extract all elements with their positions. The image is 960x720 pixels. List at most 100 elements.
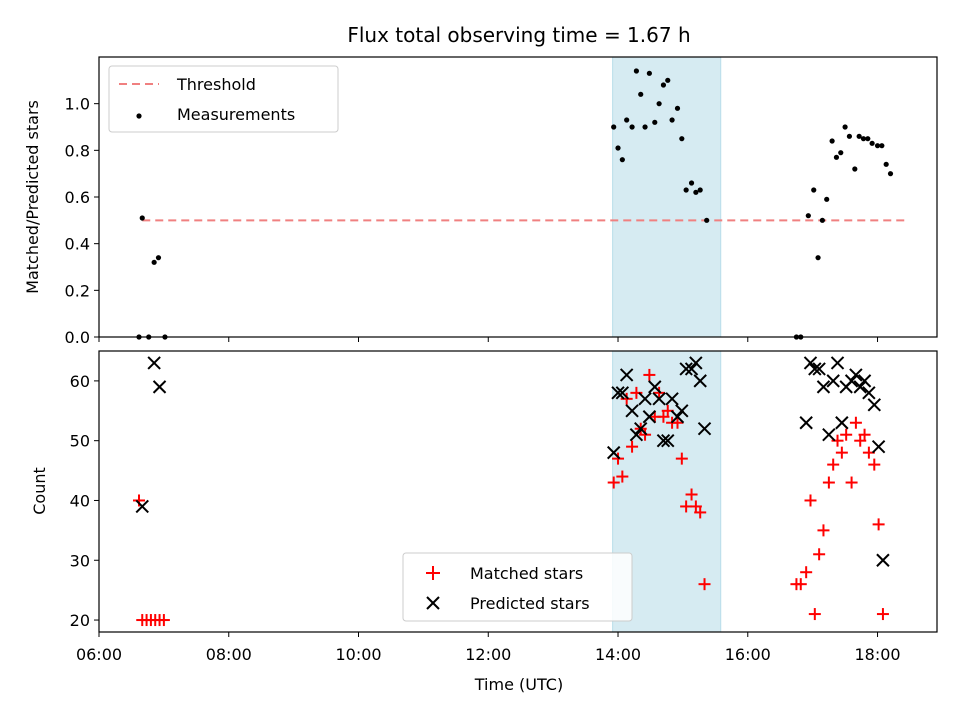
bottom-y-tick-label: 50	[70, 432, 90, 451]
predicted-star-point	[152, 380, 167, 394]
measurement-point	[883, 161, 889, 167]
x-tick-label: 14:00	[595, 645, 641, 664]
measurement-point	[624, 117, 630, 123]
bottom-x-ticks: 06:00 08:00 10:00 12:00 14:00 16:00 18:00	[76, 632, 901, 664]
predicted-star-point	[812, 362, 826, 376]
measurement-point	[879, 143, 885, 149]
measurement-point	[660, 82, 667, 88]
predicted-star-point	[867, 398, 881, 412]
top-legend-box	[108, 65, 339, 133]
predicted-star-point	[606, 445, 621, 460]
predicted-star-point	[822, 427, 836, 442]
x-tick-label: 06:00	[76, 645, 122, 664]
bottom-y-tick-label: 60	[70, 372, 90, 391]
legend-matched-swatch	[426, 566, 440, 580]
measurement-point	[842, 124, 848, 130]
predicted-star-point	[147, 356, 161, 370]
top-legend: Threshold Measurements	[108, 65, 339, 133]
measurement-point	[824, 196, 830, 202]
top-plot-frame	[98, 56, 938, 338]
bottom-legend-box	[402, 552, 633, 622]
bottom-y-tick-label: 30	[70, 551, 90, 570]
legend-predicted-swatch	[426, 596, 440, 610]
predicted-star-point	[652, 392, 666, 406]
predicted-star-point	[853, 380, 867, 394]
top-x-ticks	[98, 337, 879, 342]
matched-star-point	[822, 476, 835, 489]
predicted-star-point	[826, 374, 840, 388]
matched-star-point	[626, 440, 639, 453]
predicted-star-point	[611, 386, 625, 400]
measurement-point	[805, 213, 811, 219]
measurement-point	[838, 150, 844, 156]
x-tick-label: 08:00	[206, 645, 252, 664]
top-shaded-interval	[612, 56, 722, 338]
measurement-point	[683, 187, 689, 193]
predicted-star-point	[799, 416, 813, 430]
measurement-point	[815, 255, 821, 261]
predicted-star-point	[665, 392, 679, 406]
measurement-point	[652, 119, 658, 125]
measurement-point	[819, 217, 825, 223]
x-axis-label: Time (UTC)	[474, 675, 563, 694]
predicted-star-point	[697, 422, 712, 436]
predicted-star-point	[849, 368, 863, 382]
predicted-star-point	[619, 368, 634, 382]
predicted-star-point	[830, 356, 845, 370]
matched-star-point	[675, 452, 688, 465]
matched-star-point	[876, 608, 889, 621]
bottom-plot-frame	[98, 350, 938, 633]
predicted-star-point	[629, 427, 644, 442]
predicted-star-point	[689, 356, 703, 370]
predicted-star-point	[642, 410, 657, 424]
top-y-ticks: 0.0 0.2 0.4 0.6 0.8 1.0	[65, 95, 99, 347]
matched-star-point	[831, 434, 844, 447]
matched-star-point	[694, 506, 707, 519]
legend-matched-label: Matched stars	[470, 564, 583, 583]
predicted-star-point	[675, 404, 689, 418]
matched-star-point	[653, 386, 666, 399]
matched-star-point	[872, 518, 885, 531]
matched-star-point	[671, 416, 684, 429]
predicted-star-point	[835, 416, 849, 430]
measurement-point	[860, 136, 867, 142]
matched-star-point	[849, 416, 862, 429]
measurement-point	[665, 77, 671, 83]
measurement-point	[846, 133, 853, 139]
matched-star-point	[808, 608, 821, 621]
bottom-panel: 20 30 40 50 60 06:00 08:00 10:00 12:00 14:00 16:0…	[30, 350, 938, 694]
measurement-point	[688, 180, 695, 186]
predicted-star-point	[661, 433, 675, 448]
predicted-star-point	[693, 374, 707, 388]
predicted-star-point	[638, 392, 652, 406]
measurement-point	[646, 70, 652, 76]
matched-star-point	[607, 476, 620, 489]
measurement-point	[869, 140, 875, 146]
measurement-point	[151, 259, 157, 265]
predicted-star-point	[625, 404, 639, 418]
matched-star-point	[845, 476, 858, 489]
top-panel: 0.0 0.2 0.4 0.6 0.8 1.0 Matched/Predicted sta…	[23, 56, 938, 347]
measurement-point	[674, 105, 681, 111]
x-tick-label: 10:00	[335, 645, 381, 664]
bottom-y-tick-label: 40	[70, 491, 90, 510]
predicted-star-point	[808, 362, 822, 376]
top-y-tick-label: 0.6	[65, 188, 90, 207]
matched-star-point	[794, 578, 807, 591]
matched-star-point	[616, 470, 629, 483]
bottom-y-tick-label: 20	[70, 611, 90, 630]
matched-star-point	[685, 488, 698, 501]
measurement-point	[679, 136, 685, 142]
predicted-star-point	[135, 499, 149, 514]
matched-star-point	[639, 428, 652, 441]
measurement-point	[829, 138, 835, 144]
matched-star-point	[698, 578, 711, 591]
top-y-tick-label: 0.8	[65, 141, 90, 160]
x-tick-label: 18:00	[854, 645, 900, 664]
measurement-point	[887, 171, 894, 177]
legend-threshold-label: Threshold	[176, 75, 256, 94]
legend-measurements-swatch	[136, 113, 142, 119]
top-y-tick-label: 0.0	[65, 328, 90, 347]
legend-measurements-label: Measurements	[177, 105, 295, 124]
